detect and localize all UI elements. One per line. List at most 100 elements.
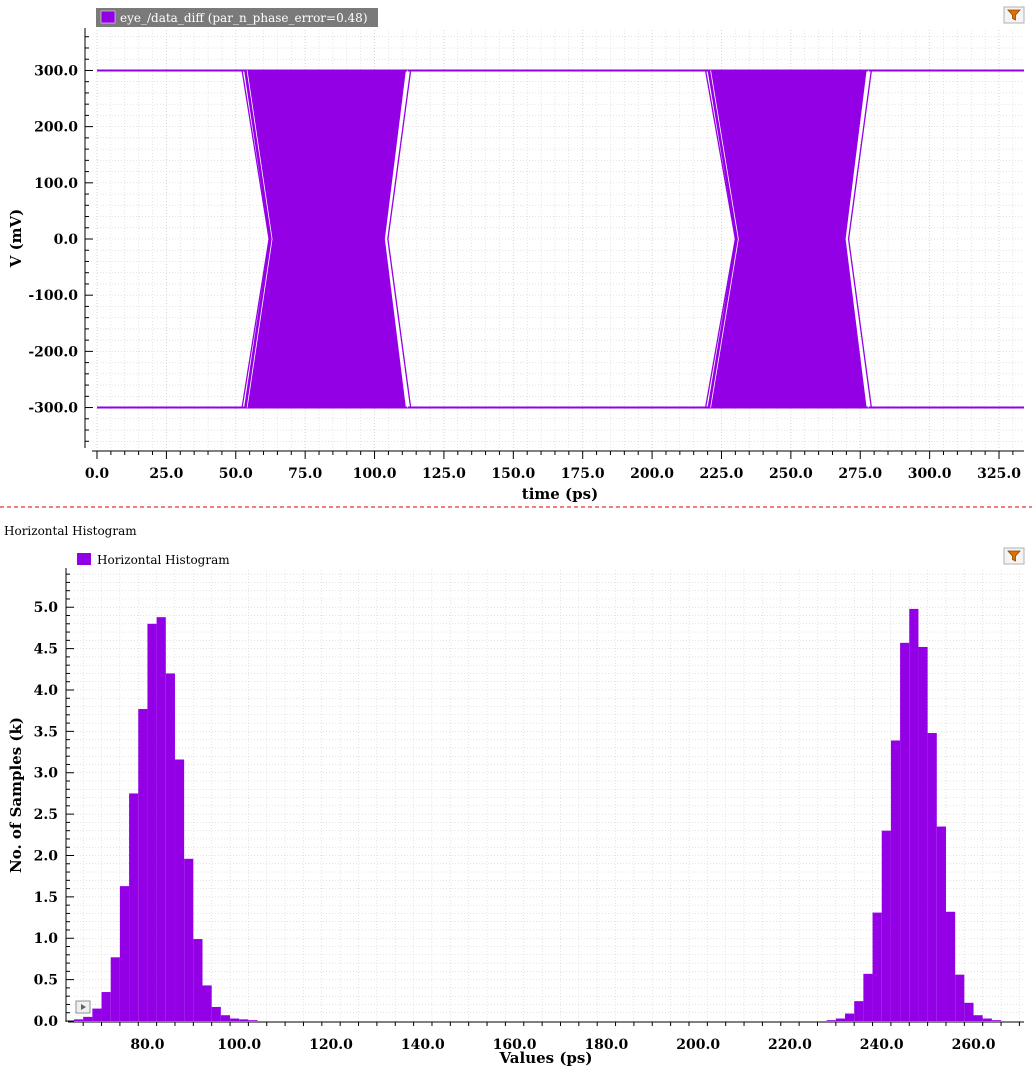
y-tick-label: -100.0 (28, 288, 78, 304)
y-tick-label: 300.0 (34, 63, 78, 79)
x-tick-label: 200.0 (676, 1037, 720, 1053)
histogram-bar (964, 1002, 974, 1021)
histogram-bar (83, 1016, 93, 1021)
x-tick-label: 125.0 (422, 466, 466, 482)
histogram-bar (248, 1020, 258, 1021)
histogram-bar (129, 793, 139, 1021)
y-tick-label: 0.0 (34, 1014, 59, 1030)
histogram-bar (991, 1020, 1002, 1021)
legend-swatch (100, 10, 116, 24)
histogram-bar (936, 826, 946, 1021)
x-tick-label: 140.0 (401, 1037, 445, 1053)
histogram-bar (955, 974, 965, 1021)
x-tick-label: 100.0 (217, 1037, 261, 1053)
histogram-legend[interactable]: Horizontal Histogram (77, 553, 230, 567)
eye-diagram-traces (97, 69, 1024, 409)
y-tick-label: 200.0 (34, 120, 78, 136)
histogram-bar (900, 642, 910, 1021)
x-tick-label: 50.0 (219, 466, 253, 482)
histogram-bar (854, 1001, 864, 1021)
histogram-bar (973, 1015, 983, 1021)
edge-trace (704, 70, 737, 408)
section-title: Horizontal Histogram (4, 524, 137, 538)
x-tick-label: 240.0 (860, 1037, 904, 1053)
edge-trace (241, 70, 270, 408)
histogram-bar (74, 1019, 84, 1021)
histogram-bar (909, 608, 919, 1021)
edge-trace (843, 70, 866, 408)
x-tick-label: 25.0 (149, 466, 183, 482)
histogram-bar (835, 1018, 846, 1021)
y-axis-title: V (mV) (7, 209, 25, 269)
x-tick-label: 275.0 (838, 466, 882, 482)
filter-icon[interactable] (1003, 6, 1025, 24)
x-tick-label: 120.0 (309, 1037, 353, 1053)
legend-background (96, 8, 378, 27)
histogram-bar (147, 623, 157, 1021)
histogram-bar (927, 733, 937, 1021)
y-tick-label: 2.0 (34, 848, 59, 864)
edge-trace (387, 70, 412, 408)
histogram-bar (863, 973, 873, 1021)
histogram-bar (220, 1015, 231, 1021)
histogram-bar (202, 985, 212, 1021)
y-tick-label: 3.0 (34, 766, 59, 782)
histogram-axes: 80.0 100.0 120.0 140.0 160.0 180.0 200.0 220.0 2… (34, 568, 1024, 1053)
histogram-bar (119, 886, 130, 1021)
x-axis-title: time (ps) (522, 485, 598, 503)
edge-highlight (846, 70, 869, 408)
play-icon[interactable] (75, 1000, 91, 1014)
x-tick-label: 80.0 (130, 1037, 164, 1053)
histogram-bar (890, 740, 901, 1021)
histogram-bar (845, 1013, 855, 1021)
histogram-bar (184, 858, 194, 1021)
x-tick-label: 260.0 (952, 1037, 996, 1053)
x-tick-label: 220.0 (768, 1037, 812, 1053)
histogram-bar (165, 673, 175, 1021)
edge-highlight (710, 70, 739, 408)
edge-trace (383, 70, 406, 408)
histogram-bar (230, 1018, 240, 1021)
edge-trace (847, 70, 872, 408)
legend-swatch (77, 553, 91, 565)
histogram-bar (826, 1020, 836, 1021)
edge-highlight (385, 70, 409, 408)
y-tick-label: 2.5 (34, 807, 58, 823)
y-tick-label: 4.0 (34, 683, 59, 699)
histogram-bar (193, 939, 203, 1021)
legend-label: eye_/data_diff (par_n_phase_error=0.48) (120, 11, 368, 25)
y-tick-label: 1.5 (34, 890, 58, 906)
histogram-bar (211, 1006, 221, 1021)
y-tick-label: 100.0 (34, 176, 78, 192)
transition-region (244, 70, 406, 408)
histogram-bar (881, 830, 891, 1021)
eye-plot-axes: 0.0 25.0 50.0 75.0 100.0 125.0 150.0 175.0 200.0… (28, 28, 1024, 482)
x-tick-label: 75.0 (288, 466, 322, 482)
histogram-bar (92, 1008, 102, 1021)
x-tick-label: 225.0 (700, 466, 744, 482)
filter-icon[interactable] (1003, 547, 1025, 565)
eye-plot-grid (96, 30, 1024, 448)
y-tick-label: 3.5 (34, 724, 58, 740)
x-tick-label: 300.0 (908, 466, 952, 482)
y-tick-label: 5.0 (34, 600, 59, 616)
histogram-bar (138, 709, 148, 1021)
x-axis-title: Values (ps) (499, 1049, 593, 1067)
y-tick-label: 4.5 (34, 642, 58, 658)
y-tick-label: 1.0 (34, 931, 59, 947)
histogram-bar (101, 992, 111, 1021)
x-tick-label: 250.0 (769, 466, 813, 482)
y-axis-title: No. of Samples (k) (7, 717, 25, 873)
x-tick-label: 160.0 (493, 1037, 537, 1053)
eye-plot-legend[interactable]: eye_/data_diff (par_n_phase_error=0.48) (96, 8, 378, 27)
histogram-bar (174, 759, 185, 1021)
legend-label: Horizontal Histogram (97, 553, 230, 567)
x-tick-label: 150.0 (491, 466, 535, 482)
histogram-bar (156, 617, 166, 1021)
histogram-bars (74, 608, 1002, 1021)
y-tick-label: 0.0 (54, 232, 79, 248)
histogram-bar (110, 957, 120, 1021)
y-tick-label: -300.0 (28, 401, 78, 417)
